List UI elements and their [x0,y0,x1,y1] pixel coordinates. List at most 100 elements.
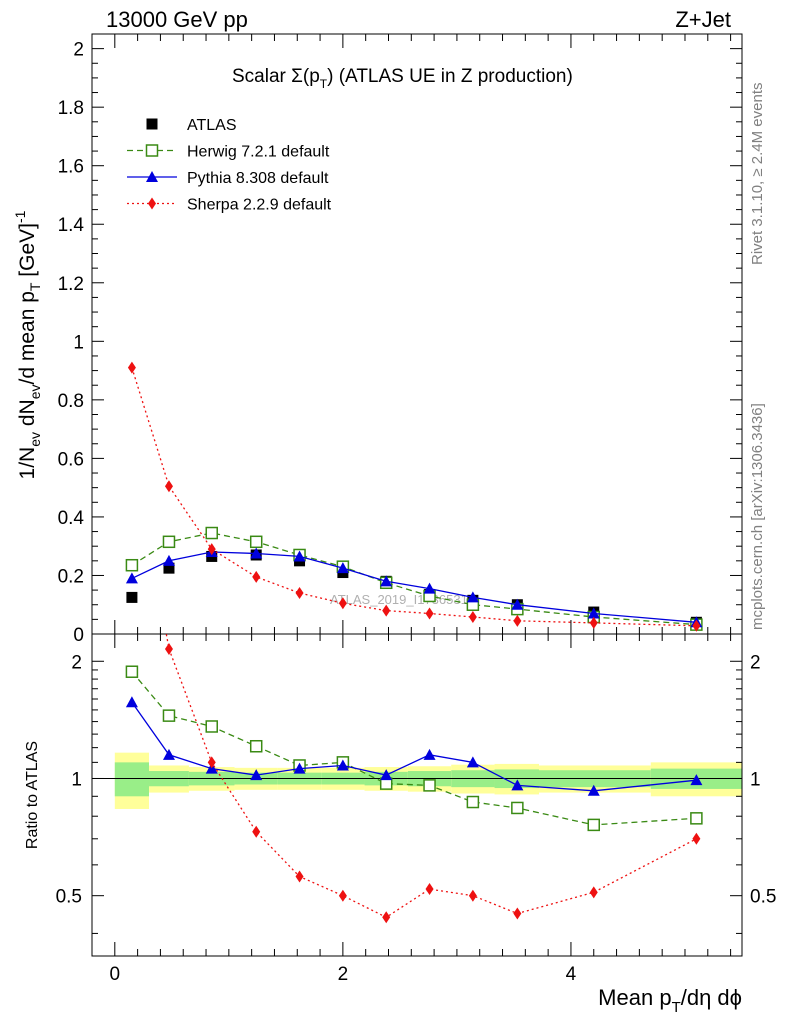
process-label: Z+Jet [675,7,731,32]
mcplots-source-label: mcplots.cern.ch [arXiv:1306.3436] [749,403,766,630]
main-herwig-point [249,535,263,549]
main-y-tick-label: 1.2 [58,274,84,295]
main-pythia-point [125,572,138,584]
main-herwig-point [125,558,139,572]
main-sherpa-point [425,607,434,620]
x-axis-label-post: /dη dϕ [681,985,742,1010]
x-axis: 0 2 4 [91,34,732,985]
main-pythia-point [423,582,436,594]
main-herwig-point [205,526,218,540]
main-sherpa-point [252,570,261,583]
ratio-sherpa-point [589,886,598,899]
ratio-pythia-point [125,696,138,708]
main-sherpa-point [338,597,347,610]
main-y-tick-label: 0.2 [58,566,84,587]
ratio-pythia-point [511,779,524,791]
x-tick-label: 4 [566,964,577,985]
legend: ATLAS Herwig 7.2.1 default Pythia 8.308 de… [127,117,332,214]
main-y-tick-label: 0 [73,625,84,646]
main-y-tick-label: 0.8 [58,391,84,412]
main-y-axis-label: 1/Nev dNev/d mean pT [GeV]-1 [12,210,43,479]
main-sherpa-point [382,604,391,617]
rivet-version-label: Rivet 3.1.10, ≥ 2.4M events [749,83,766,266]
main-y-tick-label: 1.4 [58,215,85,236]
ratio-sherpa-point [164,643,173,656]
main-pythia-point [466,591,479,603]
chart-title: Scalar Σ(pT) (ATLAS UE in Z production) [232,66,573,91]
main-atlas-point [126,591,138,603]
legend-pythia-label: Pythia 8.308 default [187,170,329,187]
ratio-sherpa-point [468,889,477,902]
main-pythia-point [380,575,393,587]
main-sherpa-line [131,367,697,627]
main-atlas-point [163,562,175,574]
main-herwig-line [131,532,697,626]
energy-label: 13000 GeV pp [106,7,248,32]
legend-sherpa-marker [148,197,156,210]
ratio-y-tick-label-right: 2 [750,652,761,673]
ratio-pythia-point [380,769,393,781]
ratio-y-tick-label: 2 [71,652,82,673]
ratio-sherpa-point [295,870,304,883]
ratio-herwig-point [249,739,263,753]
main-data-series [125,361,703,632]
ratio-sherpa-line [165,634,697,919]
main-sherpa-point [513,614,522,627]
chart-title-sub: T [320,77,328,91]
ratio-herwig-point [423,779,436,792]
main-pythia-point [587,607,600,619]
ratio-herwig-point [587,818,601,832]
ratio-sherpa-point [513,907,522,920]
ratio-pythia-point [293,762,306,774]
x-axis-label-pre: Mean p [598,985,671,1010]
legend-herwig-marker [145,144,159,157]
main-pythia-line [131,551,697,623]
ratio-pythia-point [423,748,436,760]
x-axis-label-sub: T [672,999,681,1016]
ratio-data-series [125,436,703,924]
ratio-stat-uncertainty-band [114,762,150,797]
main-sherpa-point [692,619,701,632]
ratio-y-tick-label: 0.5 [56,887,82,908]
ratio-herwig-point [690,812,703,825]
ratio-sherpa-point [128,436,136,448]
ratio-sherpa-point [382,911,391,924]
chart-title-post: ) (ATLAS UE in Z production) [327,66,573,87]
legend-sherpa-label: Sherpa 2.2.9 default [187,197,332,214]
main-sherpa-point [164,480,173,493]
main-pythia-point [336,562,349,574]
chart-title-pre: Scalar Σ(p [232,66,320,87]
ratio-sherpa-point [252,825,261,838]
ratio-herwig-point [511,801,524,815]
ratio-pythia-point [336,759,349,771]
svg-text:1/Nev dNev/d mean pT [GeV]-1: 1/Nev dNev/d mean pT [GeV]-1 [12,210,43,479]
main-pythia-point [162,554,175,566]
ratio-y-tick-label: 1 [71,769,82,790]
ratio-herwig-point [125,665,139,678]
main-herwig-point [162,535,176,549]
main-sherpa-point [127,361,136,374]
ratio-y-axis-label: Ratio to ATLAS [24,741,41,849]
ratio-y-tick-label-right: 0.5 [750,887,776,908]
ratio-herwig-line [131,671,697,826]
legend-atlas-label: ATLAS [187,117,237,134]
ratio-y-tick-label-right: 1 [750,769,761,790]
ratio-panel-frame [91,633,743,957]
main-pythia-point [293,550,306,562]
ratio-sherpa-point [692,832,701,845]
ratio-pythia-line [131,701,697,792]
ratio-sherpa-point [338,889,347,902]
main-pythia-point [511,598,524,610]
legend-atlas-marker [146,118,158,130]
ratio-sherpa-point [425,883,434,896]
ratio-pythia-point [690,774,703,786]
ratio-pythia-point [250,769,263,781]
x-axis-label: Mean pT/dη dϕ [598,985,742,1016]
ratio-herwig-point [466,795,480,809]
main-y-axis: 0 0.2 0.4 0.6 0.8 1 1.2 1.4 1.6 1.8 2 [58,33,742,646]
main-y-tick-label: 2 [73,40,84,61]
ratio-herwig-point [162,709,176,722]
ratio-pythia-point [587,784,600,796]
ratio-sherpa-point [207,756,216,769]
x-tick-label: 2 [338,964,349,985]
